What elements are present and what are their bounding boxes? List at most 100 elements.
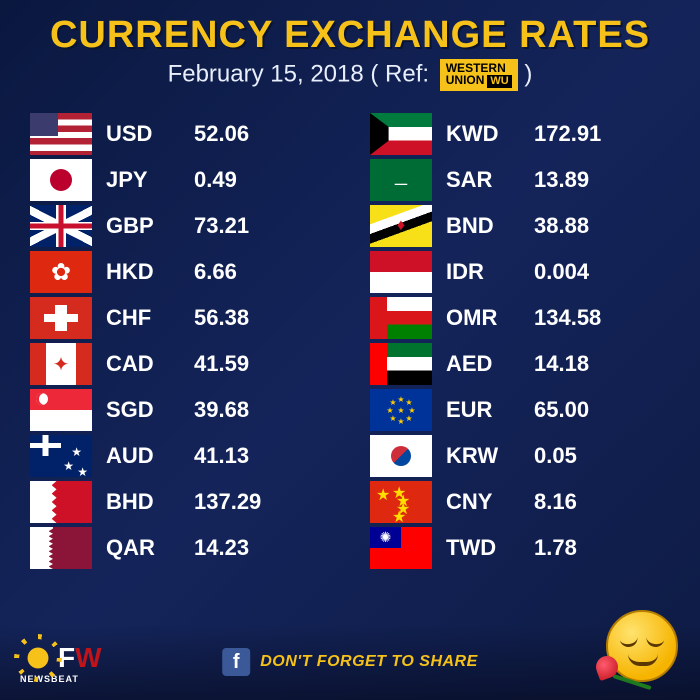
flag-jp-icon: [30, 159, 92, 201]
currency-rate: 13.89: [534, 167, 589, 193]
currency-code: BHD: [106, 489, 184, 515]
currency-code: AED: [446, 351, 524, 377]
sun-icon: [20, 640, 56, 676]
currency-rate: 73.21: [194, 213, 249, 239]
currency-code: TWD: [446, 535, 524, 561]
facebook-icon[interactable]: f: [222, 648, 250, 676]
flag-tw-icon: [370, 527, 432, 569]
wu-icon: WU: [487, 75, 511, 88]
subtitle: February 15, 2018 ( Ref: WESTERN UNIONWU…: [10, 59, 690, 91]
rates-column-left: USD 52.06 JPY 0.49 GBP 73.21 HKD 6.66 CHF 56.38 CA…: [30, 111, 330, 571]
rate-row: CHF 56.38: [30, 295, 330, 341]
currency-code: CHF: [106, 305, 184, 331]
flag-om-icon: [370, 297, 432, 339]
rates-table: USD 52.06 JPY 0.49 GBP 73.21 HKD 6.66 CHF 56.38 CA…: [0, 97, 700, 571]
currency-rate: 39.68: [194, 397, 249, 423]
rate-row: CAD 41.59: [30, 341, 330, 387]
currency-rate: 14.18: [534, 351, 589, 377]
currency-rate: 41.59: [194, 351, 249, 377]
currency-code: AUD: [106, 443, 184, 469]
currency-rate: 1.78: [534, 535, 577, 561]
currency-code: JPY: [106, 167, 184, 193]
currency-rate: 0.004: [534, 259, 589, 285]
currency-code: KWD: [446, 121, 524, 147]
share-text: DON'T FORGET TO SHARE: [260, 653, 478, 671]
flag-hk-icon: [30, 251, 92, 293]
flag-kw-icon: [370, 113, 432, 155]
flag-qa-icon: [30, 527, 92, 569]
currency-code: SAR: [446, 167, 524, 193]
header: CURRENCY EXCHANGE RATES February 15, 201…: [0, 0, 700, 97]
currency-code: CAD: [106, 351, 184, 377]
footer: F W NEWSBEAT f DON'T FORGET TO SHARE: [0, 624, 700, 700]
flag-eu-icon: [370, 389, 432, 431]
currency-code: QAR: [106, 535, 184, 561]
flag-au-icon: [30, 435, 92, 477]
flag-sg-icon: [30, 389, 92, 431]
flag-ca-icon: [30, 343, 92, 385]
flag-gb-icon: [30, 205, 92, 247]
currency-rate: 41.13: [194, 443, 249, 469]
flag-us-icon: [30, 113, 92, 155]
rates-column-right: KWD 172.91 SAR 13.89 BND 38.88 IDR 0.004 OMR 134.…: [370, 111, 670, 571]
flag-bn-icon: [370, 205, 432, 247]
rate-row: EUR 65.00: [370, 387, 670, 433]
rate-row: CNY 8.16: [370, 479, 670, 525]
rate-row: AUD 41.13: [30, 433, 330, 479]
currency-rate: 137.29: [194, 489, 261, 515]
currency-code: CNY: [446, 489, 524, 515]
currency-rate: 14.23: [194, 535, 249, 561]
currency-code: EUR: [446, 397, 524, 423]
currency-rate: 52.06: [194, 121, 249, 147]
rate-row: JPY 0.49: [30, 157, 330, 203]
rate-row: IDR 0.004: [370, 249, 670, 295]
currency-rate: 8.16: [534, 489, 577, 515]
currency-code: GBP: [106, 213, 184, 239]
rate-row: TWD 1.78: [370, 525, 670, 571]
currency-code: KRW: [446, 443, 524, 469]
currency-rate: 172.91: [534, 121, 601, 147]
rate-row: QAR 14.23: [30, 525, 330, 571]
emoji-rose-icon: [606, 610, 686, 690]
rate-row: BND 38.88: [370, 203, 670, 249]
rate-row: KRW 0.05: [370, 433, 670, 479]
flag-sa-icon: [370, 159, 432, 201]
currency-rate: 38.88: [534, 213, 589, 239]
currency-code: HKD: [106, 259, 184, 285]
rate-row: GBP 73.21: [30, 203, 330, 249]
rate-row: SAR 13.89: [370, 157, 670, 203]
rate-row: AED 14.18: [370, 341, 670, 387]
rate-row: KWD 172.91: [370, 111, 670, 157]
brand-logo: F W NEWSBEAT: [20, 640, 102, 684]
ref-suffix: ): [524, 60, 532, 87]
currency-code: BND: [446, 213, 524, 239]
date-text: February 15, 2018: [168, 60, 364, 87]
flag-kr-icon: [370, 435, 432, 477]
currency-rate: 65.00: [534, 397, 589, 423]
currency-rate: 6.66: [194, 259, 237, 285]
share-cta[interactable]: f DON'T FORGET TO SHARE: [222, 648, 478, 676]
flag-id-icon: [370, 251, 432, 293]
rate-row: SGD 39.68: [30, 387, 330, 433]
currency-code: USD: [106, 121, 184, 147]
page-title: CURRENCY EXCHANGE RATES: [10, 14, 690, 57]
rate-row: BHD 137.29: [30, 479, 330, 525]
flag-cn-icon: [370, 481, 432, 523]
ref-prefix: ( Ref:: [370, 60, 429, 87]
currency-code: SGD: [106, 397, 184, 423]
flag-ch-icon: [30, 297, 92, 339]
rate-row: HKD 6.66: [30, 249, 330, 295]
currency-rate: 56.38: [194, 305, 249, 331]
currency-rate: 0.05: [534, 443, 577, 469]
currency-code: OMR: [446, 305, 524, 331]
ref-badge: WESTERN UNIONWU: [440, 59, 518, 91]
currency-rate: 134.58: [534, 305, 601, 331]
logo-letter-w: W: [75, 642, 101, 674]
rate-row: USD 52.06: [30, 111, 330, 157]
flag-bh-icon: [30, 481, 92, 523]
currency-rate: 0.49: [194, 167, 237, 193]
ref-badge-line2: UNIONWU: [446, 74, 512, 88]
flag-ae-icon: [370, 343, 432, 385]
currency-code: IDR: [446, 259, 524, 285]
rate-row: OMR 134.58: [370, 295, 670, 341]
